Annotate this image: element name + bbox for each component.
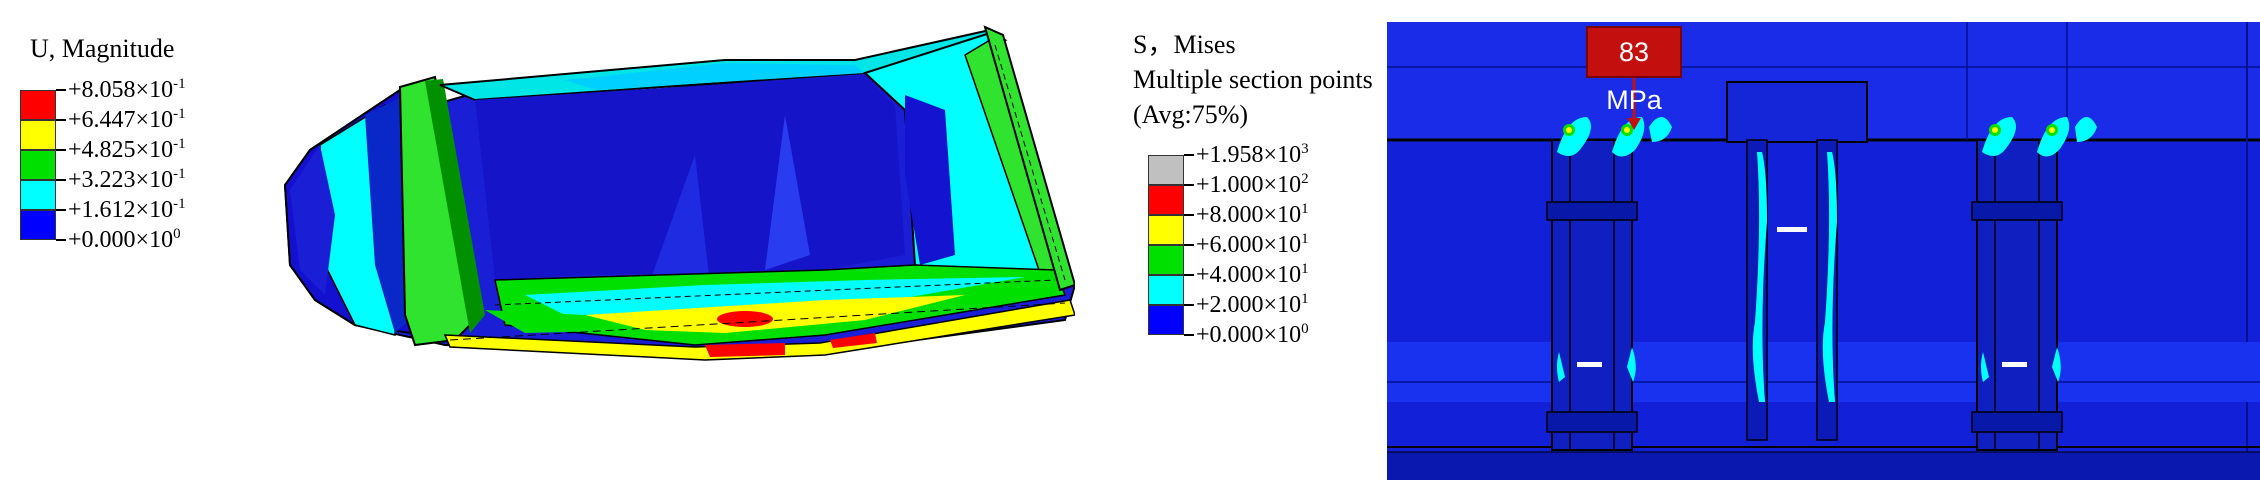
displacement-legend-tick-4 (56, 209, 66, 211)
displacement-legend-tick-1 (56, 119, 66, 121)
stress-legend-label-2: +8.000×101 (1196, 201, 1309, 229)
stress-legend-tick-5 (1184, 304, 1194, 306)
stress-legend-label-0: +1.958×103 (1196, 141, 1309, 169)
stress-legend-swatch-2 (1148, 215, 1184, 245)
displacement-legend-swatch-1 (20, 120, 56, 150)
displacement-legend: +8.058×10-1 +6.447×10-1 +4.825×10-1 +3.223×… (20, 77, 280, 270)
max-stress-callout: 83 MPa (1586, 26, 1682, 115)
stress-legend-label-4: +4.000×101 (1196, 261, 1309, 289)
displacement-legend-swatch-3 (20, 180, 56, 210)
stress-legend-swatch-0 (1148, 155, 1184, 185)
bucket-mises-stress-contour (1387, 22, 2260, 480)
displacement-legend-swatch-0 (20, 90, 56, 120)
stress-legend: +1.958×103 +1.000×102 +8.000×101 +6.000×101… (1148, 142, 1418, 365)
displacement-legend-swatch-4 (20, 210, 56, 240)
displacement-legend-label-4: +1.612×10-1 (68, 196, 186, 224)
displacement-legend-label-1: +6.447×10-1 (68, 106, 186, 134)
displacement-legend-label-2: +4.825×10-1 (68, 136, 186, 164)
stress-legend-title-line3: (Avg:75%) (1133, 100, 1249, 129)
displacement-legend-tick-5 (56, 239, 66, 241)
stress-legend-label-6: +0.000×100 (1196, 321, 1309, 349)
displacement-legend-label-3: +3.223×10-1 (68, 166, 186, 194)
displacement-legend-swatch-2 (20, 150, 56, 180)
stress-legend-tick-3 (1184, 244, 1194, 246)
stress-legend-title-line2: Multiple section points (1133, 65, 1373, 94)
displacement-legend-tick-0 (56, 89, 66, 91)
stress-legend-tick-1 (1184, 184, 1194, 186)
stress-legend-tick-2 (1184, 214, 1194, 216)
stress-legend-swatch-5 (1148, 305, 1184, 335)
displacement-legend-label-0: +8.058×10-1 (68, 76, 186, 104)
stress-legend-swatch-3 (1148, 245, 1184, 275)
stress-legend-label-3: +6.000×101 (1196, 231, 1309, 259)
stress-legend-title-line1: S，Mises (1133, 30, 1236, 59)
stress-legend-swatch-1 (1148, 185, 1184, 215)
stress-legend-tick-0 (1184, 154, 1194, 156)
stress-legend-tick-4 (1184, 274, 1194, 276)
displacement-legend-title: U, Magnitude (30, 34, 175, 63)
stress-legend-label-1: +1.000×102 (1196, 171, 1309, 199)
stress-legend-swatch-4 (1148, 275, 1184, 305)
stress-legend-label-5: +2.000×101 (1196, 291, 1309, 319)
stress-legend-tick-6 (1184, 334, 1194, 336)
displacement-legend-tick-3 (56, 179, 66, 181)
bucket-displacement-contour (283, 25, 1075, 361)
displacement-legend-tick-2 (56, 149, 66, 151)
displacement-legend-label-5: +0.000×100 (68, 226, 181, 254)
